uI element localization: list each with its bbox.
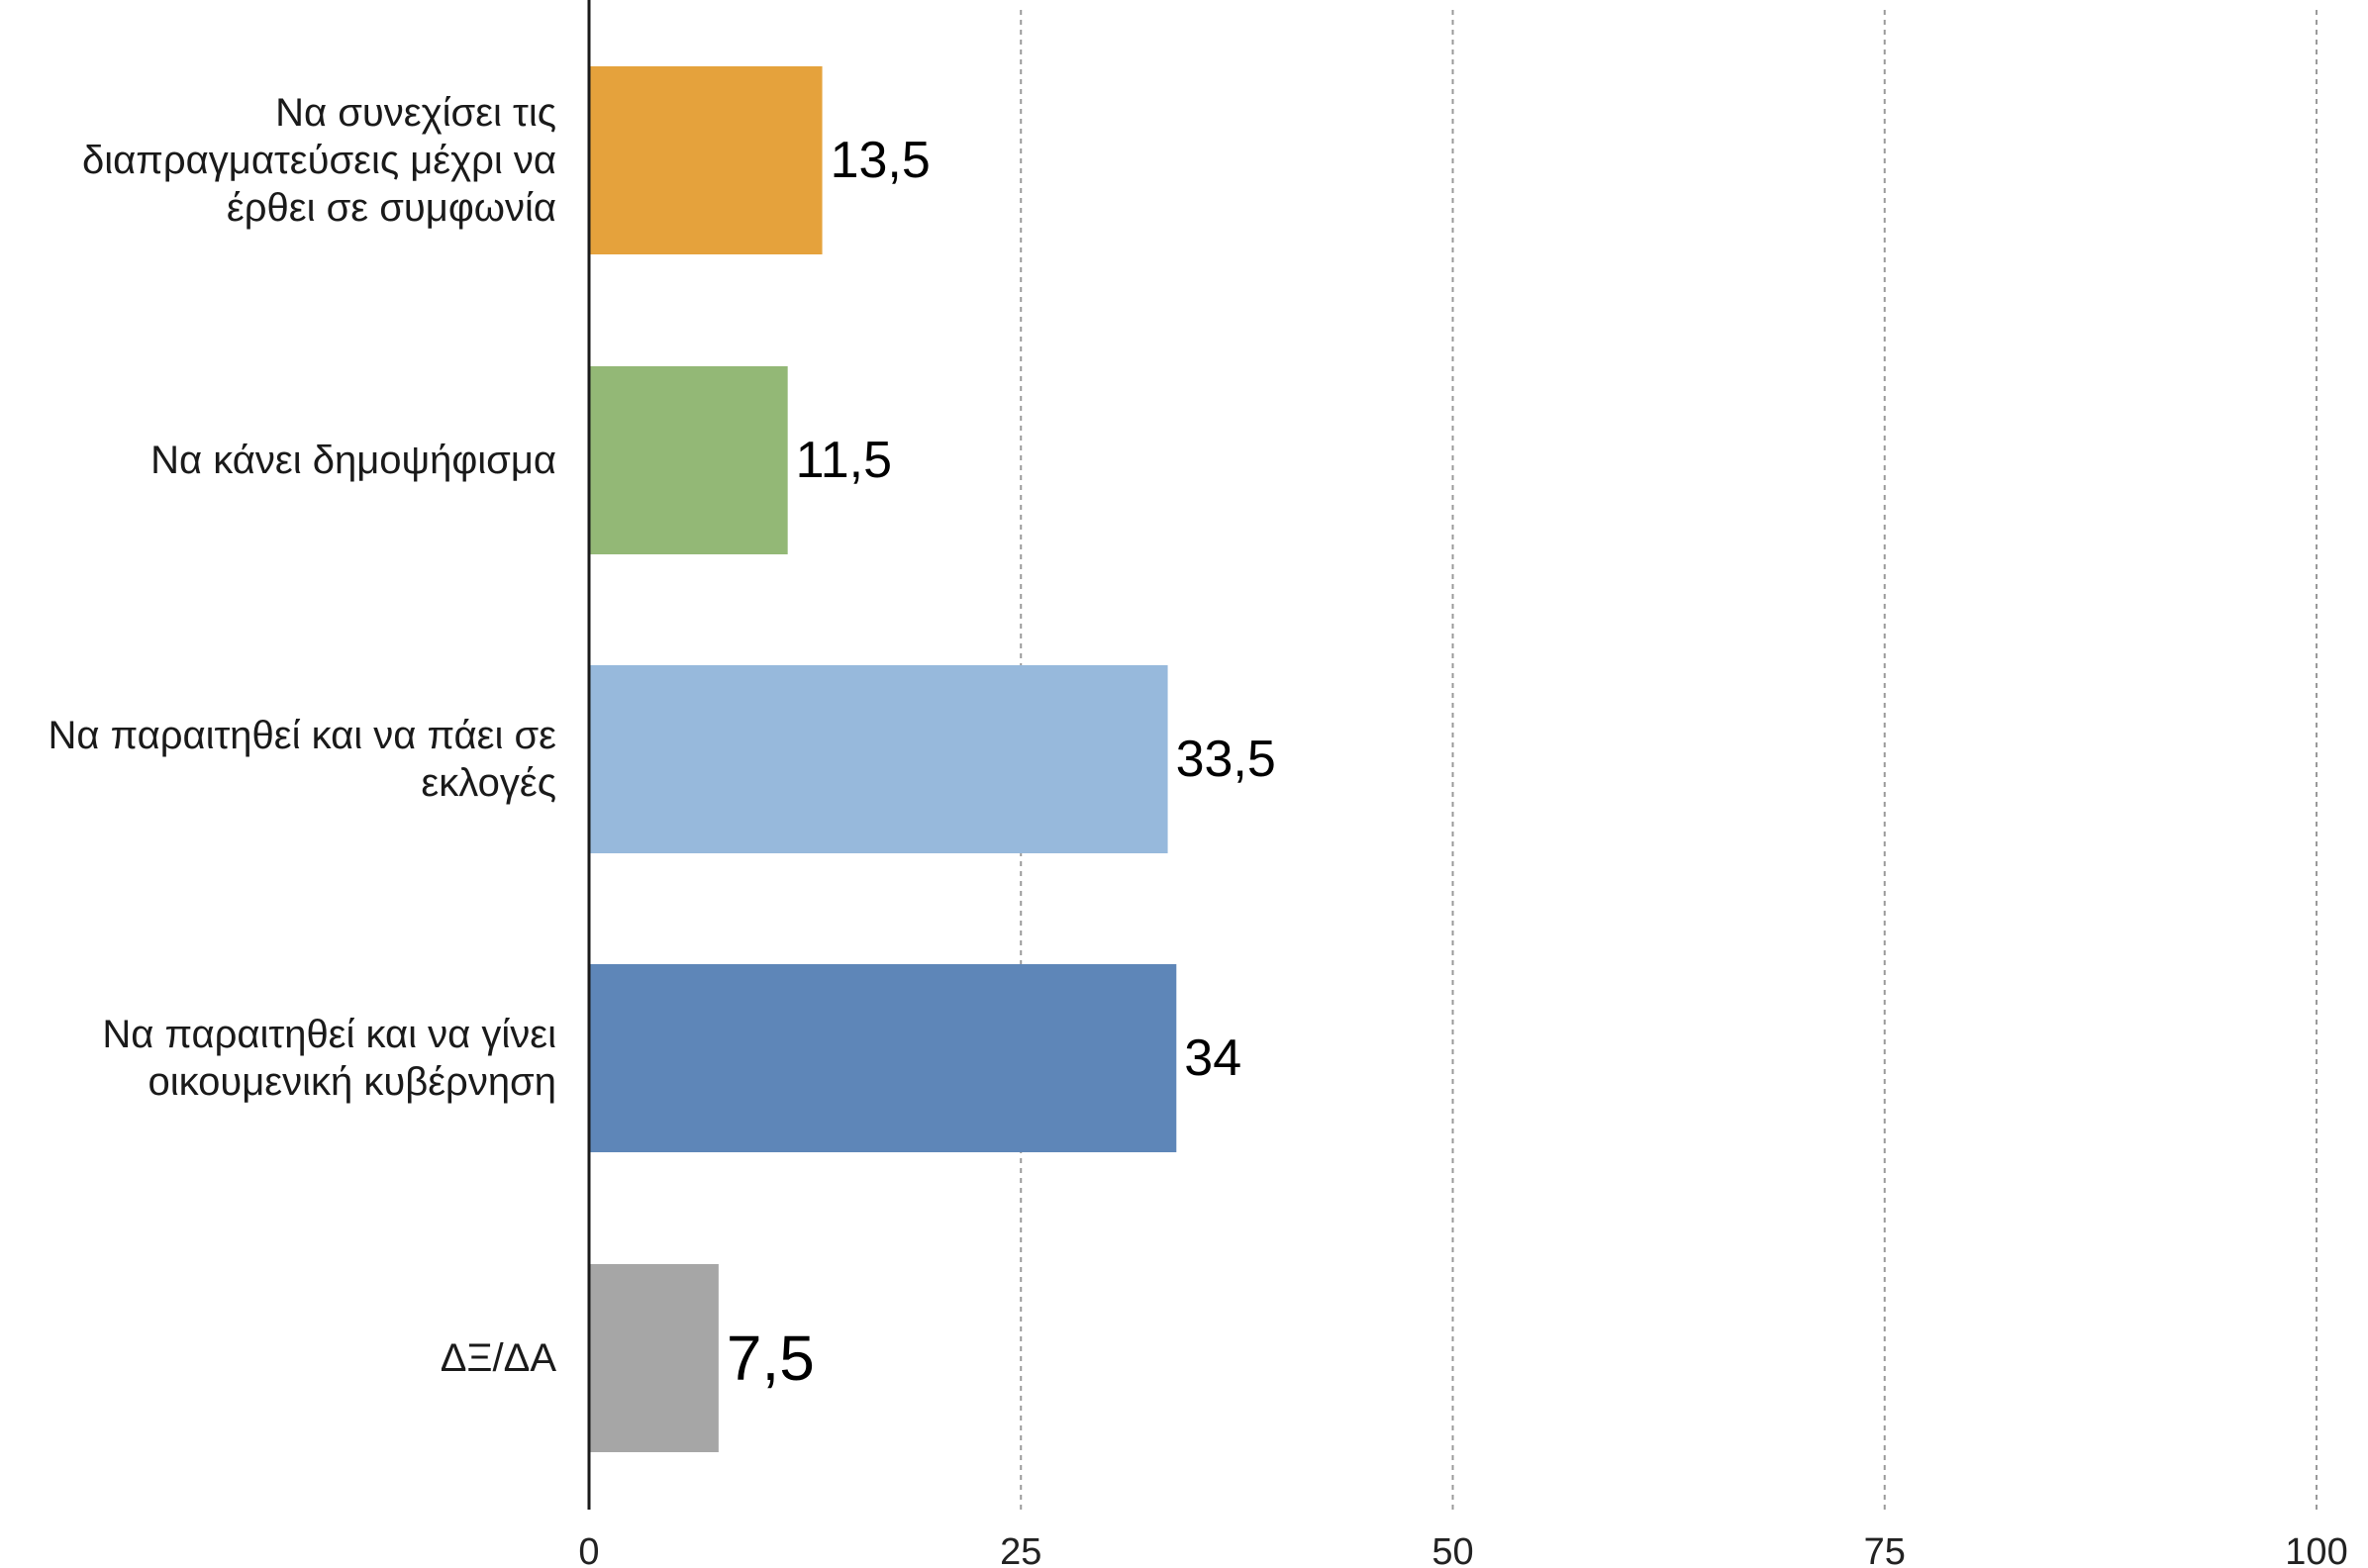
gridlines [1020,10,2318,1510]
x-tick-label-100: 100 [2285,1531,2347,1568]
category-label-line: Να συνεχίσει τις [275,91,556,135]
category-label-line: ΔΞ/ΔΑ [441,1336,557,1380]
bar-5 [589,1264,719,1452]
bar-1 [589,66,823,254]
value-label-1: 13,5 [831,132,931,189]
category-label-line: οικουμενική κυβέρνηση [148,1060,556,1104]
value-label-2: 11,5 [796,432,892,489]
value-label-4: 34 [1184,1029,1241,1087]
value-label-5: 7,5 [727,1323,815,1394]
bars [589,66,1177,1452]
category-label-line: Να παραιτηθεί και να πάει σε [48,714,556,757]
category-label-line: έρθει σε συμφωνία [227,186,556,230]
category-label-5: ΔΞ/ΔΑ [441,1336,557,1380]
category-label-line: διαπραγματεύσεις μέχρι να [82,139,556,182]
category-label-line: Να παραιτηθεί και να γίνει [102,1013,556,1056]
category-label-line: Να κάνει δημοψήφισμα [150,439,556,482]
category-label-line: εκλογές [421,761,556,805]
x-tick-label-75: 75 [1864,1531,1906,1568]
x-tick-label-25: 25 [1000,1531,1041,1568]
labels: 0 25 50 75 100 13,5 Να συνεχίσει τις διαπραγματ… [48,91,2347,1568]
bar-2 [589,366,788,554]
x-tick-label-50: 50 [1431,1531,1473,1568]
value-label-3: 33,5 [1176,731,1276,788]
category-label-3: Να παραιτηθεί και να πάει σε εκλογές [48,714,556,805]
category-label-1: Να συνεχίσει τις διαπραγματεύσεις μέχρι ν… [82,91,556,230]
bar-3 [589,665,1168,853]
category-label-4: Να παραιτηθεί και να γίνει οικουμενική κυ… [102,1013,556,1104]
x-tick-label-0: 0 [578,1531,599,1568]
category-label-2: Να κάνει δημοψήφισμα [150,439,556,482]
bar-4 [589,964,1177,1152]
